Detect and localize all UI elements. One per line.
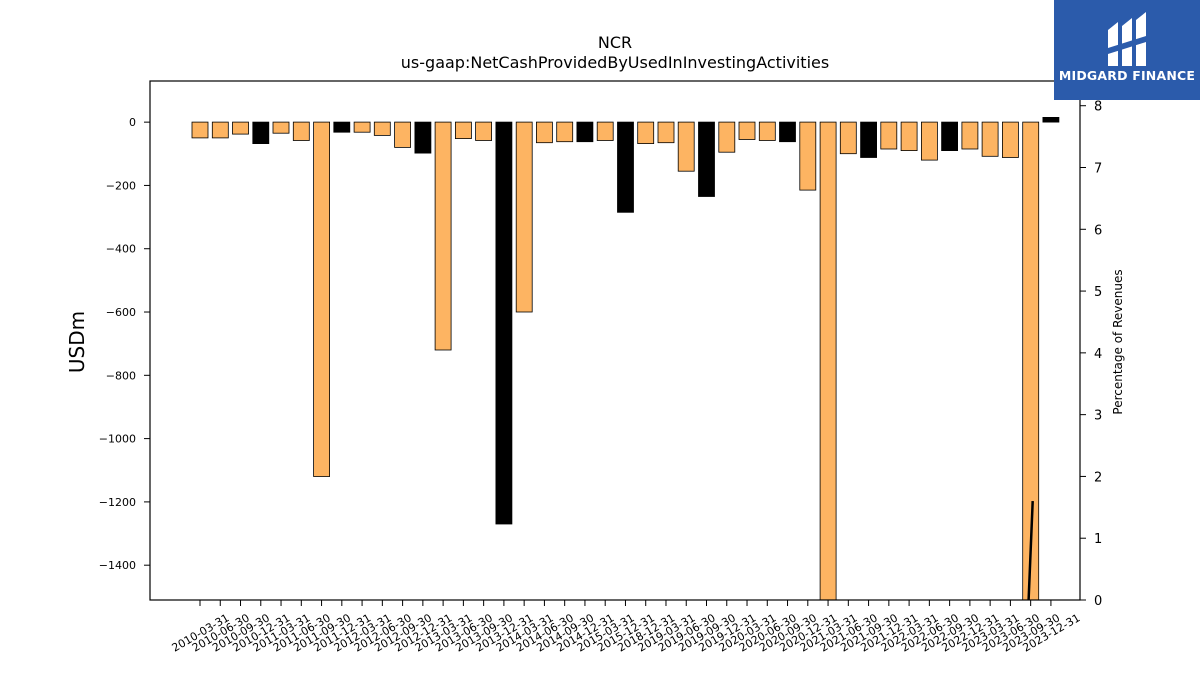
bar-2012-12-31 — [414, 121, 432, 154]
bar-2012-06-30 — [373, 121, 391, 136]
bar-2019-03-31 — [657, 121, 675, 144]
y2-tick-label: 7 — [1094, 162, 1102, 177]
bar-2012-03-31 — [353, 121, 371, 133]
chart-subtitle: us-gaap:NetCashProvidedByUsedInInvesting… — [401, 53, 829, 72]
y-tick-label: −600 — [106, 306, 136, 319]
y2-axis-label: Percentage of Revenues — [1111, 269, 1125, 414]
bar-2018-12-31 — [637, 121, 655, 144]
x-axis: 2010-03-312010-06-302010-09-302010-12-31… — [170, 600, 1082, 655]
y-axis-label: USDm — [65, 311, 89, 373]
bar-2010-12-31 — [252, 121, 270, 144]
chart-title: NCR — [598, 33, 632, 52]
bar-2013-03-31 — [434, 121, 452, 351]
bar-2019-06-30 — [677, 121, 695, 172]
bar-2015-12-31 — [617, 121, 634, 213]
y2-tick-label: 2 — [1094, 470, 1102, 485]
bar-2020-12-31 — [799, 121, 817, 191]
y2-axis: 0 1 2 3 4 5 6 7 8 — [1080, 100, 1102, 609]
bar-2022-09-30 — [941, 121, 958, 151]
bar-2011-03-31 — [272, 121, 290, 134]
bar-2019-12-31 — [718, 121, 736, 153]
y2-tick-label: 8 — [1094, 100, 1102, 115]
bar-2014-06-30 — [536, 121, 553, 144]
bar-2023-06-30 — [1002, 121, 1019, 158]
bar-2023-03-31 — [981, 121, 999, 157]
bar-2015-03-31 — [596, 121, 614, 141]
bar-2020-09-30 — [779, 121, 796, 143]
y-tick-label: −1000 — [99, 433, 136, 446]
bar-2022-03-31 — [900, 121, 918, 151]
secondary-line-layer — [1027, 501, 1034, 601]
bar-2012-09-30 — [394, 121, 412, 148]
y-tick-label: −400 — [106, 243, 136, 256]
bar-2021-12-31 — [880, 121, 898, 150]
bar-2010-03-31 — [191, 121, 209, 139]
y2-tick-label: 4 — [1094, 347, 1102, 362]
midgard-logo-icon — [1108, 12, 1146, 66]
revenue-percentage-line — [1027, 501, 1034, 601]
y-tick-label: −1200 — [99, 496, 136, 509]
bar-2021-09-30 — [860, 121, 877, 158]
bar-2010-06-30 — [211, 121, 229, 139]
y2-tick-label: 3 — [1094, 409, 1102, 424]
y-tick-label: 0 — [129, 116, 136, 129]
y2-tick-label: 1 — [1094, 532, 1102, 547]
bar-2019-09-30 — [698, 121, 715, 197]
bar-2011-06-30 — [292, 121, 310, 141]
bar-2021-03-31 — [819, 121, 837, 601]
bar-2014-03-31 — [515, 121, 533, 313]
midgard-finance-logo: MIDGARD FINANCE — [1054, 0, 1200, 100]
y2-tick-label: 5 — [1094, 285, 1102, 300]
y-tick-label: −1400 — [99, 559, 136, 572]
bar-2014-09-30 — [556, 121, 574, 143]
plot-frame — [149, 80, 1081, 601]
bar-2013-12-31 — [495, 121, 513, 525]
y-axis: 0 −200 −400 −600 −800 −1000 −1200 −1400 — [99, 116, 150, 572]
bar-2020-06-30 — [758, 121, 776, 141]
y2-tick-label: 6 — [1094, 223, 1102, 238]
y-tick-label: −800 — [106, 369, 136, 382]
bar-2013-09-30 — [475, 121, 493, 141]
bar-2021-06-30 — [839, 121, 857, 155]
y2-tick-label: 0 — [1094, 594, 1102, 609]
bar-2022-12-31 — [961, 121, 979, 150]
bar-2011-09-30 — [313, 121, 331, 477]
bar-2014-12-31 — [576, 121, 594, 143]
bar-2022-06-30 — [921, 121, 938, 161]
bar-2013-06-30 — [454, 121, 472, 139]
bars-layer — [191, 117, 1060, 601]
bar-2010-09-30 — [232, 121, 249, 135]
bar-2020-03-31 — [738, 121, 756, 140]
bar-2023-12-31 — [1042, 117, 1060, 123]
bar-2011-12-31 — [333, 121, 351, 133]
logo-text: MIDGARD FINANCE — [1058, 68, 1196, 83]
y-tick-label: −200 — [106, 179, 136, 192]
